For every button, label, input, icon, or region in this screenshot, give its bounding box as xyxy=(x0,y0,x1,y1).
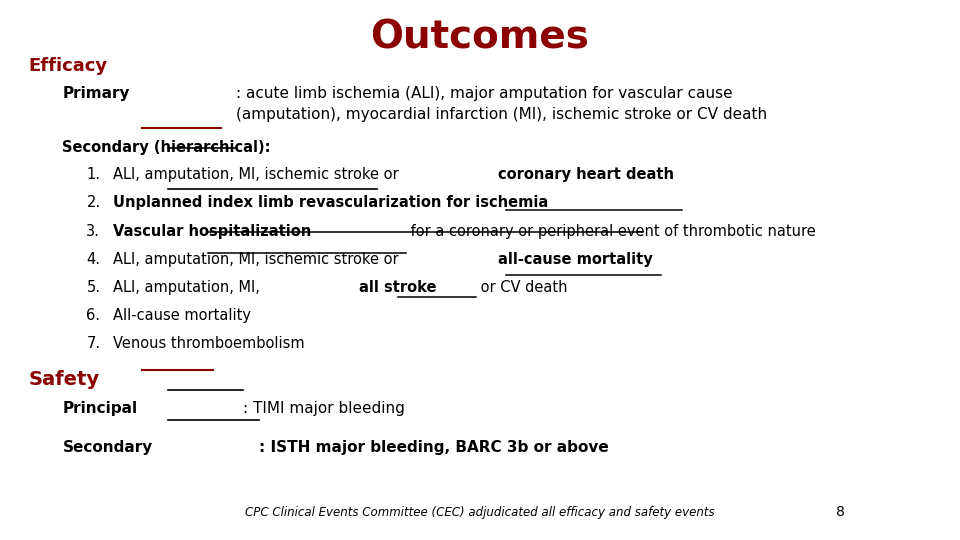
Text: All-cause mortality: All-cause mortality xyxy=(113,308,252,323)
Text: : TIMI major bleeding: : TIMI major bleeding xyxy=(244,401,405,416)
Text: Efficacy: Efficacy xyxy=(29,57,108,75)
Text: 6.: 6. xyxy=(86,308,101,323)
Text: Principal: Principal xyxy=(62,401,137,416)
Text: Venous thromboembolism: Venous thromboembolism xyxy=(113,336,305,351)
Text: Unplanned index limb revascularization for ischemia: Unplanned index limb revascularization f… xyxy=(113,195,548,211)
Text: ALI, amputation, MI,: ALI, amputation, MI, xyxy=(113,280,265,295)
Text: 3.: 3. xyxy=(86,224,100,239)
Text: 7.: 7. xyxy=(86,336,101,351)
Text: Vascular hospitalization: Vascular hospitalization xyxy=(113,224,312,239)
Text: 2.: 2. xyxy=(86,195,101,211)
Text: : acute limb ischemia (ALI), major amputation for vascular cause
(amputation), m: : acute limb ischemia (ALI), major amput… xyxy=(236,86,767,122)
Text: coronary heart death: coronary heart death xyxy=(498,167,674,183)
Text: Primary: Primary xyxy=(62,86,130,102)
Text: all stroke: all stroke xyxy=(359,280,437,295)
Text: Secondary: Secondary xyxy=(62,440,153,455)
Text: all-cause mortality: all-cause mortality xyxy=(498,252,653,267)
Text: 8: 8 xyxy=(835,505,845,519)
Text: 4.: 4. xyxy=(86,252,101,267)
Text: for a coronary or peripheral event of thrombotic nature: for a coronary or peripheral event of th… xyxy=(406,224,816,239)
Text: 5.: 5. xyxy=(86,280,101,295)
Text: Safety: Safety xyxy=(29,370,100,389)
Text: ALI, amputation, MI, ischemic stroke or: ALI, amputation, MI, ischemic stroke or xyxy=(113,252,403,267)
Text: 1.: 1. xyxy=(86,167,101,183)
Text: Outcomes: Outcomes xyxy=(371,19,589,57)
Text: CPC Clinical Events Committee (CEC) adjudicated all efficacy and safety events: CPC Clinical Events Committee (CEC) adju… xyxy=(245,507,715,519)
Text: or CV death: or CV death xyxy=(476,280,567,295)
Text: : ISTH major bleeding, BARC 3b or above: : ISTH major bleeding, BARC 3b or above xyxy=(258,440,609,455)
Text: ALI, amputation, MI, ischemic stroke or: ALI, amputation, MI, ischemic stroke or xyxy=(113,167,403,183)
Text: Secondary (hierarchical):: Secondary (hierarchical): xyxy=(62,140,271,156)
